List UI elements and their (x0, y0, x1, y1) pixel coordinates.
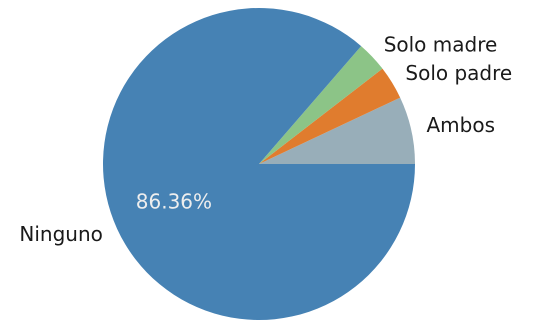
slice-label-solo-padre: Solo padre (405, 61, 512, 85)
slice-label-solo-madre: Solo madre (384, 33, 498, 57)
pie-slice-solo-madre (259, 46, 383, 164)
slice-label-ambos: Ambos (427, 113, 496, 137)
slice-percent-ninguno: 86.36% (136, 189, 212, 213)
slice-label-ninguno: Ninguno (19, 222, 102, 246)
pie-slice-solo-padre (259, 68, 401, 164)
pie-slices (102, 8, 415, 321)
pie-labels: Ambos Solo padre Solo madre Ninguno 86.36% (19, 33, 512, 246)
pie-slice-ninguno (102, 8, 415, 321)
pie-slice-ambos (259, 97, 415, 164)
